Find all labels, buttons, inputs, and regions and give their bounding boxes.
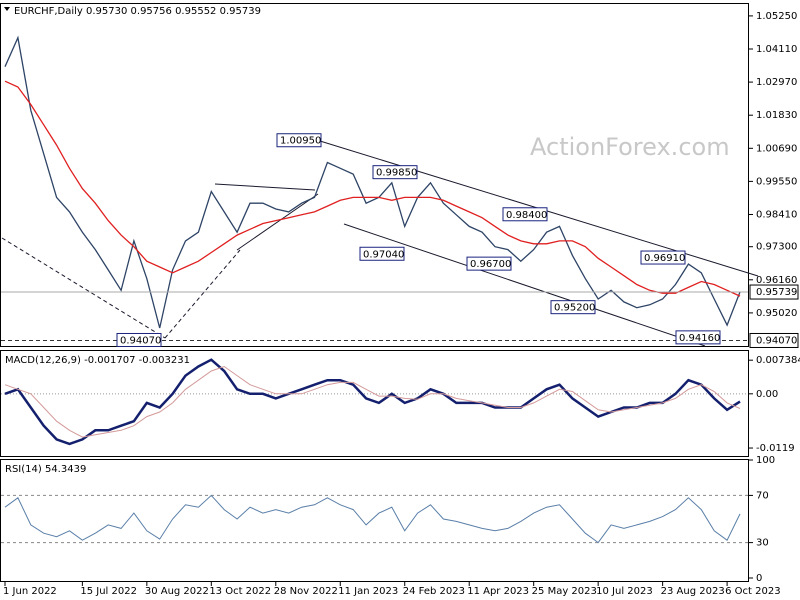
rsi-panel: [0, 459, 749, 582]
macd-panel: [0, 350, 749, 457]
annotation-box: [550, 300, 596, 315]
y-tick-label: 100: [756, 455, 775, 466]
x-tick-label: 10 Jul 2023: [596, 586, 653, 597]
annotation-label: 1.00950: [280, 136, 321, 147]
y-tick-label: 0.99550: [756, 176, 797, 187]
y-tick-label: 0.97300: [756, 242, 797, 253]
y-tick-label: 1.01830: [756, 110, 797, 121]
y-tick-label: 1.02970: [756, 77, 797, 88]
annotation-box: [359, 246, 405, 261]
dashed-line: [164, 249, 241, 339]
y-tick-label: 70: [756, 490, 769, 501]
y-tick-label: 1.05250: [756, 11, 797, 22]
annotation-box: [466, 256, 512, 271]
x-tick-label: 30 Aug 2022: [145, 586, 209, 597]
y-tick-label: 0.96160: [756, 275, 797, 286]
macd-title: MACD(12,26,9) -0.001707 -0.003231: [5, 355, 190, 366]
annotation-box: [675, 330, 721, 345]
annotation-label: 0.95200: [554, 303, 595, 314]
x-tick-label: 23 Aug 2023: [661, 586, 725, 597]
annotation-label: 0.94070: [120, 335, 161, 346]
triangle-bottom: [236, 193, 319, 251]
annotation-label: 0.94160: [679, 333, 720, 344]
y-tick-label: 0: [756, 573, 762, 584]
series-line: [4, 80, 741, 297]
annotation-box: [372, 165, 418, 180]
watermark: ActionForex.com: [530, 133, 730, 161]
annotation-box: [276, 133, 322, 148]
series-line: [4, 494, 741, 544]
annotation-label: 0.96700: [470, 259, 511, 270]
y-tick-label: 0.007384: [756, 355, 800, 366]
x-tick-label: 11 Jan 2023: [338, 586, 398, 597]
annotation-label: 0.97040: [363, 249, 404, 260]
y-tick-label: 0.95020: [756, 308, 797, 319]
support-box: [749, 332, 799, 348]
x-tick-label: 1 Jun 2022: [3, 586, 57, 597]
x-tick-label: 13 Oct 2022: [209, 586, 271, 597]
y-tick-label: 1.00690: [756, 143, 797, 154]
menu-arrow: [4, 7, 10, 11]
annotation-box: [502, 207, 548, 222]
chart-title: EURCHF,Daily 0.95730 0.95756 0.95552 0.9…: [14, 6, 261, 17]
series-line: [4, 358, 741, 446]
y-tick-label: -0.0119: [756, 443, 795, 454]
y-tick-label: 30: [756, 538, 769, 549]
last-price-label: 0.95739: [756, 287, 797, 298]
x-tick-label: 25 May 2023: [532, 586, 597, 597]
y-tick-label: 0.98410: [756, 209, 797, 220]
annotation-box: [640, 250, 686, 265]
annotation-label: 0.99850: [376, 168, 417, 179]
last-price-box: [749, 284, 799, 300]
x-tick-label: 24 Feb 2023: [403, 586, 465, 597]
annotation-label: 0.98400: [506, 210, 547, 221]
rsi-title: RSI(14) 54.3439: [5, 464, 86, 475]
x-tick-label: 28 Nov 2022: [274, 586, 338, 597]
series-line: [4, 35, 741, 329]
dashed-line: [1, 237, 166, 339]
price-panel: [0, 3, 749, 347]
y-tick-label: 0.00: [756, 389, 778, 400]
channel-bottom: [343, 223, 706, 347]
y-tick-label: 1.04110: [756, 44, 797, 55]
x-tick-label: 15 Jul 2022: [80, 586, 137, 597]
triangle-top: [214, 183, 316, 191]
x-tick-label: 6 Oct 2023: [725, 586, 780, 597]
annotation-label: 0.96910: [644, 253, 685, 264]
x-tick-label: 11 Apr 2023: [467, 586, 529, 597]
series-line: [4, 365, 741, 438]
support-label: 0.94070: [756, 335, 797, 346]
annotation-box: [116, 332, 162, 347]
